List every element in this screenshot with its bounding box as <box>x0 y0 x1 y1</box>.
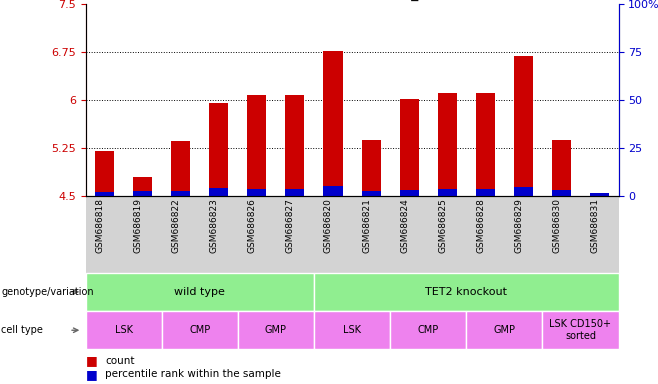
Text: GSM686831: GSM686831 <box>590 198 599 253</box>
Bar <box>209 103 228 196</box>
Bar <box>209 187 228 196</box>
Text: GSM686818: GSM686818 <box>95 198 105 253</box>
Title: GDS4287 / 1426732_at: GDS4287 / 1426732_at <box>271 0 433 2</box>
Bar <box>552 140 571 196</box>
Text: LSK: LSK <box>343 325 361 335</box>
Text: CMP: CMP <box>418 325 439 335</box>
Text: GSM686829: GSM686829 <box>515 198 523 253</box>
Bar <box>171 191 190 196</box>
Text: LSK CD150+
sorted: LSK CD150+ sorted <box>549 319 611 341</box>
Text: percentile rank within the sample: percentile rank within the sample <box>105 369 281 379</box>
Bar <box>286 189 305 196</box>
Text: GMP: GMP <box>265 325 287 335</box>
Text: ■: ■ <box>86 368 97 381</box>
Text: LSK: LSK <box>114 325 133 335</box>
Text: wild type: wild type <box>174 287 225 297</box>
Bar <box>95 151 114 196</box>
Bar <box>361 191 380 196</box>
Bar <box>171 141 190 196</box>
Text: count: count <box>105 356 135 366</box>
Bar <box>324 185 343 196</box>
Text: GSM686821: GSM686821 <box>362 198 371 253</box>
Text: GSM686826: GSM686826 <box>248 198 257 253</box>
Bar <box>399 99 418 196</box>
Bar <box>324 51 343 196</box>
Bar <box>286 95 305 196</box>
Bar <box>476 93 495 196</box>
Bar <box>247 95 266 196</box>
Bar <box>476 189 495 196</box>
Bar <box>514 56 533 196</box>
Text: ■: ■ <box>86 354 97 367</box>
Text: cell type: cell type <box>1 325 43 335</box>
Text: GSM686823: GSM686823 <box>210 198 218 253</box>
Text: GSM686830: GSM686830 <box>553 198 561 253</box>
Text: GSM686827: GSM686827 <box>286 198 295 253</box>
Bar <box>438 189 457 196</box>
Bar <box>438 93 457 196</box>
Text: GSM686819: GSM686819 <box>134 198 143 253</box>
Text: GSM686820: GSM686820 <box>324 198 333 253</box>
Text: GSM686828: GSM686828 <box>476 198 486 253</box>
Text: TET2 knockout: TET2 knockout <box>425 287 507 297</box>
Bar <box>590 193 609 196</box>
Text: GSM686824: GSM686824 <box>400 198 409 253</box>
Bar <box>590 193 609 196</box>
Text: GSM686825: GSM686825 <box>438 198 447 253</box>
Bar <box>361 140 380 196</box>
Bar <box>514 187 533 196</box>
Text: GSM686822: GSM686822 <box>172 198 181 253</box>
Bar <box>552 190 571 196</box>
Bar <box>399 190 418 196</box>
Text: CMP: CMP <box>189 325 211 335</box>
Bar <box>133 177 152 196</box>
Bar <box>133 191 152 196</box>
Bar <box>95 192 114 196</box>
Bar <box>247 189 266 196</box>
Text: genotype/variation: genotype/variation <box>1 287 94 297</box>
Text: GMP: GMP <box>494 325 515 335</box>
